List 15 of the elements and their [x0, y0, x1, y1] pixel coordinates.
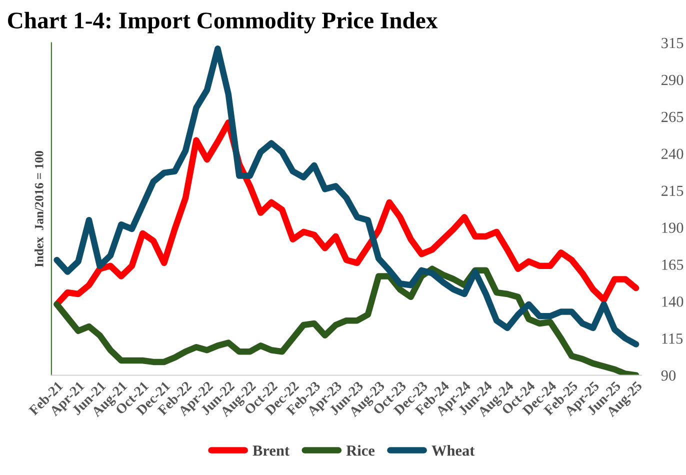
y-tick-label: 190 [662, 222, 684, 233]
y-tick-label: 140 [662, 296, 684, 307]
legend-label: Rice [346, 445, 375, 456]
y-tick-label: 215 [662, 186, 684, 196]
y-tick-label: 90 [661, 370, 676, 381]
y-axis-title: Index Jan/2016 = 100 [34, 151, 44, 268]
y-tick-label: 265 [662, 112, 684, 122]
y-tick-label: 315 [662, 38, 684, 48]
y-tick-label: 240 [662, 148, 684, 160]
y-tick-label: 290 [662, 74, 684, 86]
y-tick-label: 115 [662, 334, 683, 344]
y-tick-label: 165 [662, 260, 684, 270]
legend-label: Brent [252, 446, 290, 456]
legend-label: Wheat [432, 445, 475, 456]
chart-title: Chart 1-4: Import Commodity Price Index [8, 12, 438, 34]
